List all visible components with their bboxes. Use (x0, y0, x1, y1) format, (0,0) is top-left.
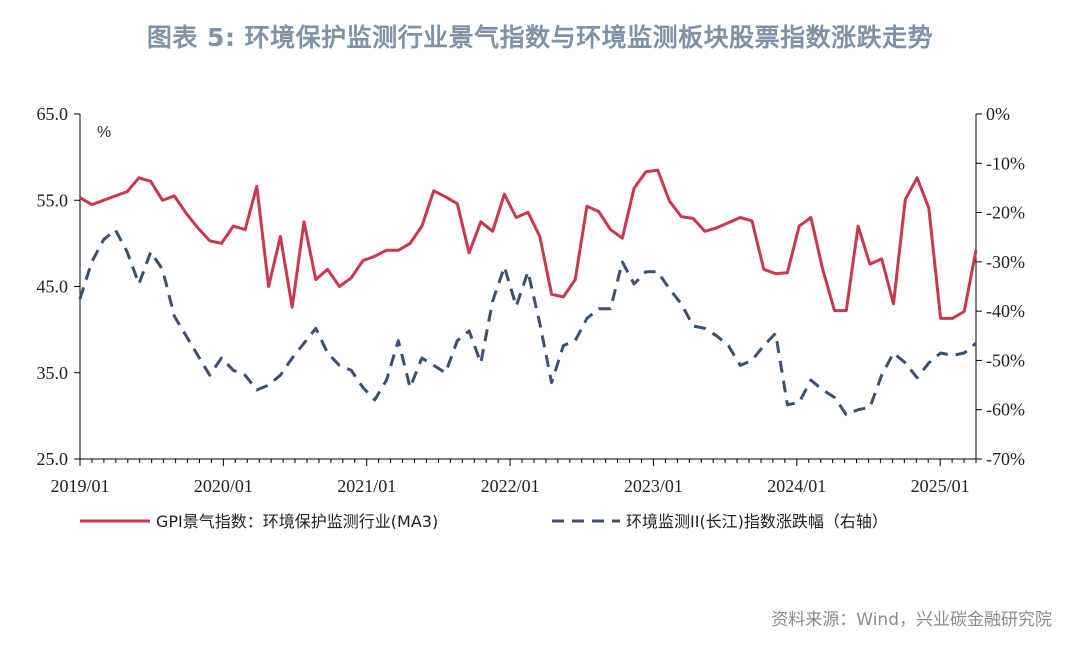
left-tick-label: 65.0 (37, 104, 69, 124)
left-tick-label: 35.0 (37, 363, 69, 383)
right-tick-label: -30% (986, 252, 1025, 272)
right-tick-label: -20% (986, 203, 1025, 223)
right-tick-label: -10% (986, 153, 1025, 173)
series-line-gpi (79, 168, 978, 320)
left-axis-unit: % (97, 124, 111, 141)
x-tick-label: 2025/01 (911, 476, 970, 496)
legend-label-gpi: GPI景气指数：环境保护监测行业(MA3) (156, 512, 438, 531)
axes: 65.0 55.0 45.0 35.0 25.0% 0% -10% -20% -30% -40% -… (37, 104, 1026, 496)
x-tick-label: 2022/01 (481, 476, 540, 496)
right-tick-label: -60% (986, 400, 1025, 420)
right-tick-label: -40% (986, 301, 1025, 321)
left-tick-label: 55.0 (37, 190, 69, 210)
source-note: 资料来源：Wind，兴业碳金融研究院 (771, 610, 1052, 630)
series-line-index (78, 228, 977, 417)
x-tick-label: 2019/01 (50, 476, 109, 496)
right-tick-label: 0% (986, 104, 1010, 124)
legend: GPI景气指数：环境保护监测行业(MA3) 环境监测II(长江)指数涨跌幅（右轴… (80, 512, 888, 531)
legend-label-index: 环境监测II(长江)指数涨跌幅（右轴） (626, 512, 888, 531)
left-tick-label: 25.0 (37, 449, 69, 469)
right-tick-label: -50% (986, 350, 1025, 370)
x-tick-label: 2021/01 (337, 476, 396, 496)
left-tick-label: 45.0 (37, 277, 69, 297)
x-tick-label: 2023/01 (624, 476, 683, 496)
series-group (78, 168, 978, 417)
right-tick-label: -70% (986, 449, 1025, 469)
x-tick-label: 2020/01 (194, 476, 253, 496)
chart-title: 图表 5: 环境保护监测行业景气指数与环境监测板块股票指数涨跌走势 (146, 23, 934, 52)
x-tick-label: 2024/01 (767, 476, 826, 496)
